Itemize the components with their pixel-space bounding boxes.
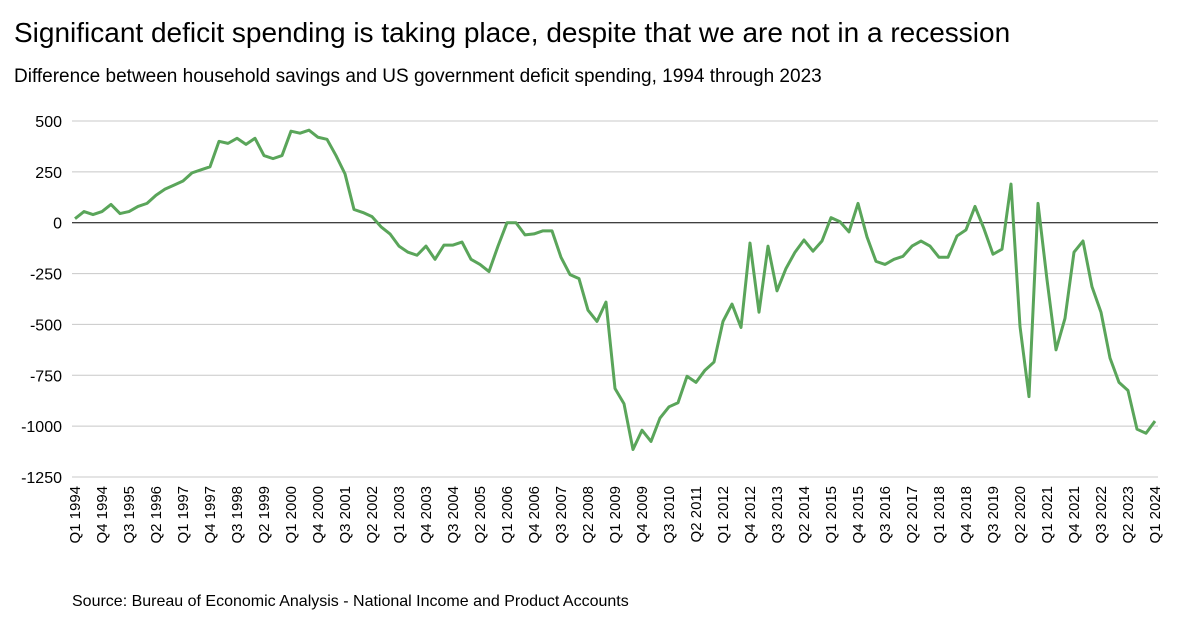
x-tick-label: Q2 1999 [256,486,273,544]
x-tick-label: Q3 2013 [769,486,786,544]
y-tick-label: 250 [35,165,62,182]
x-tick-label: Q4 2009 [634,486,651,544]
x-tick-label: Q2 2023 [1120,486,1137,544]
y-tick-label: 500 [35,114,62,131]
x-tick-label: Q3 2022 [1093,486,1110,544]
chart-source: Source: Bureau of Economic Analysis - Na… [72,593,629,610]
x-tick-label: Q3 2004 [445,486,462,544]
x-tick-label: Q4 2006 [526,486,543,544]
x-tick-label: Q1 2006 [499,486,516,544]
x-tick-label: Q2 2017 [904,486,921,544]
x-tick-label: Q4 1997 [202,486,219,544]
x-tick-label: Q3 2001 [337,486,354,544]
y-tick-label: -1250 [21,470,62,487]
x-tick-label: Q2 2020 [1012,486,1029,544]
x-tick-label: Q2 2011 [688,486,705,542]
x-tick-label: Q3 2019 [985,486,1002,544]
y-tick-label: -500 [30,317,62,334]
y-tick-label: -250 [30,267,62,284]
x-tick-label: Q1 1997 [175,486,192,544]
data-line [74,128,1157,452]
x-tick-label: Q4 2003 [418,486,435,544]
x-tick-label: Q1 2018 [931,486,948,544]
x-tick-label: Q2 2002 [364,486,381,544]
x-tick-label: Q4 2021 [1066,486,1083,544]
x-tick-label: Q4 2015 [850,486,867,544]
x-tick-label: Q4 2012 [742,486,759,544]
x-tick-label: Q1 2021 [1039,486,1056,544]
x-tick-label: Q2 2014 [796,486,813,544]
x-tick-label: Q3 2016 [877,486,894,544]
x-tick-label: Q2 2005 [472,486,489,544]
x-tick-label: Q3 2007 [553,486,570,544]
x-tick-label: Q3 1998 [229,486,246,544]
x-tick-label: Q2 1996 [148,486,165,544]
x-tick-label: Q1 1994 [67,486,84,544]
x-tick-label: Q1 2009 [607,486,624,544]
y-tick-label: -1000 [21,419,62,436]
x-tick-label: Q2 2008 [580,486,597,544]
x-tick-label: Q1 2024 [1147,486,1164,544]
chart-title: Significant deficit spending is taking p… [14,17,1010,48]
y-tick-label: -750 [30,368,62,385]
x-tick-label: Q1 2012 [715,486,732,544]
x-tick-label: Q4 1994 [94,486,111,544]
y-tick-label: 0 [53,216,62,233]
x-tick-label: Q4 2018 [958,486,975,544]
x-tick-label: Q3 1995 [121,486,138,544]
x-tick-label: Q3 2010 [661,486,678,544]
x-tick-label: Q1 2000 [283,486,300,544]
x-tick-label: Q1 2003 [391,486,408,544]
x-tick-label: Q1 2015 [823,486,840,544]
x-tick-label: Q4 2000 [310,486,327,544]
chart-subtitle: Difference between household savings and… [14,66,822,87]
